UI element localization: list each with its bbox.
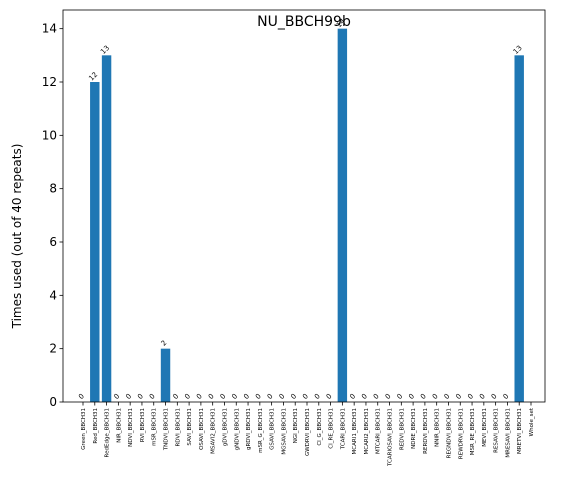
data-label: 0	[266, 392, 275, 401]
x-tick-label: TCARIOSAVI_BBCH31	[388, 408, 394, 467]
x-tick-label: MRESAVI_BBCH31	[505, 408, 511, 458]
x-tick-label: gDVI_BBCH31	[222, 408, 228, 446]
x-tick-label: REGNDVI_BBCH31	[446, 408, 452, 458]
data-label: 0	[113, 392, 122, 401]
x-tick-label: MSR_RE_BBCH31	[470, 408, 476, 455]
x-tick-label: NNIR_BBCH31	[435, 408, 441, 447]
x-tick-label: MTCARI_BBCH31	[376, 408, 382, 454]
y-tick-label: 2	[49, 342, 57, 356]
data-label: 0	[77, 392, 86, 401]
x-tick-label: REDVI_BBCH31	[399, 408, 405, 450]
x-tick-label: NDVI_BBCH31	[128, 408, 134, 447]
data-label: 0	[301, 392, 310, 401]
data-label: 0	[136, 392, 145, 401]
data-label: 0	[478, 392, 487, 401]
data-label: 0	[242, 392, 251, 401]
data-label: 0	[502, 392, 511, 401]
data-label: 0	[372, 392, 381, 401]
x-tick-label: CI_G_BBCH31	[317, 408, 323, 446]
data-label: 2	[160, 339, 169, 348]
x-tick-label: RDVI_BBCH31	[175, 408, 181, 447]
bar	[102, 55, 111, 402]
x-tick-label: TCARI_BBCH31	[340, 408, 346, 450]
data-label: 0	[183, 392, 192, 401]
data-label: 13	[512, 44, 524, 56]
x-tick-label: MGSAVI_BBCH31	[281, 408, 287, 455]
data-label: 0	[148, 392, 157, 401]
x-tick-label: gNDVI_BBCH31	[234, 408, 240, 450]
data-label: 0	[254, 392, 263, 401]
x-tick-label: Whole_set	[529, 407, 535, 436]
x-tick-label: REWDRVI_BBCH31	[458, 408, 464, 459]
x-tick-label: Green_BBCH31	[81, 408, 87, 450]
data-label: 13	[99, 44, 111, 56]
x-tick-label: MSAVI2_BBCH31	[211, 408, 217, 454]
y-tick-label: 8	[49, 182, 57, 196]
x-tick-label: GWDRVI_BBCH31	[305, 408, 311, 456]
x-tick-label: RedEdge_BBCH31	[105, 408, 111, 457]
y-axis-ticks: 0 2 4 6 8 10 12 14	[42, 22, 63, 409]
x-tick-label: NGI_BBCH31	[293, 408, 299, 443]
y-tick-label: 12	[42, 75, 57, 89]
data-label: 0	[289, 392, 298, 401]
data-label: 12	[87, 71, 99, 83]
data-label: 0	[431, 392, 440, 401]
x-tick-label: MEVI_BBCH31	[482, 408, 488, 447]
data-label: 0	[407, 392, 416, 401]
y-axis-label: Times used (out of 40 repeats)	[10, 144, 24, 330]
data-label: 0	[325, 392, 334, 401]
x-tick-label: RERDVI_BBCH31	[423, 408, 429, 454]
x-tick-label: OSAVI_BBCH31	[199, 408, 205, 450]
y-tick-label: 6	[49, 235, 57, 249]
x-tick-label: MRETVI_BBCH31	[517, 408, 523, 454]
y-tick-label: 14	[42, 22, 57, 36]
data-label: 0	[171, 392, 180, 401]
y-tick-label: 4	[49, 288, 57, 302]
x-tick-label: GSAVI_BBCH31	[270, 408, 276, 450]
y-tick-label: 0	[49, 395, 57, 409]
data-label: 0	[348, 392, 357, 401]
data-label: 0	[419, 392, 428, 401]
data-label: 0	[313, 392, 322, 401]
bar	[161, 349, 170, 402]
data-label: 0	[278, 392, 287, 401]
data-label: 0	[395, 392, 404, 401]
data-label: 0	[454, 392, 463, 401]
x-tick-label: RVI_BBCH31	[140, 408, 146, 442]
x-tick-label: mSR_BBCH31	[152, 408, 158, 446]
data-label: 0	[490, 392, 499, 401]
bar	[338, 29, 347, 402]
plot-frame	[63, 10, 545, 402]
x-tick-label: RESAVI_BBCH31	[494, 408, 500, 453]
bar	[514, 55, 523, 402]
x-tick-label: SAVI_BBCH31	[187, 408, 193, 446]
x-tick-label: TNDVI_BBCH31	[164, 408, 170, 451]
data-label: 0	[195, 392, 204, 401]
data-label: 0	[443, 392, 452, 401]
data-label: 0	[466, 392, 475, 401]
x-tick-label: NDRE_BBCH31	[411, 408, 417, 449]
data-label: 0	[384, 392, 393, 401]
data-label: 0	[207, 392, 216, 401]
x-tick-label: mSR_G_BBCH31	[258, 408, 264, 453]
x-tick-label: MCARI2_BBCH31	[364, 408, 370, 454]
y-tick-label: 10	[42, 128, 57, 142]
x-axis-ticks: Green_BBCH31 Red_BBCH31 RedEdge_BBCH31 NIR_…	[81, 402, 535, 467]
data-label: 0	[124, 392, 133, 401]
bars	[90, 29, 524, 402]
bar	[90, 82, 99, 402]
data-label: 0	[219, 392, 228, 401]
x-tick-label: NIR_BBCH31	[116, 408, 122, 443]
data-label: 0	[360, 392, 369, 401]
x-tick-label: MCARI1_BBCH31	[352, 408, 358, 454]
data-label: 0	[230, 392, 239, 401]
x-tick-label: Red_BBCH31	[93, 408, 99, 444]
x-tick-label: gRDVI_BBCH31	[246, 408, 252, 450]
x-tick-label: CI_RE_BBCH31	[329, 408, 335, 449]
